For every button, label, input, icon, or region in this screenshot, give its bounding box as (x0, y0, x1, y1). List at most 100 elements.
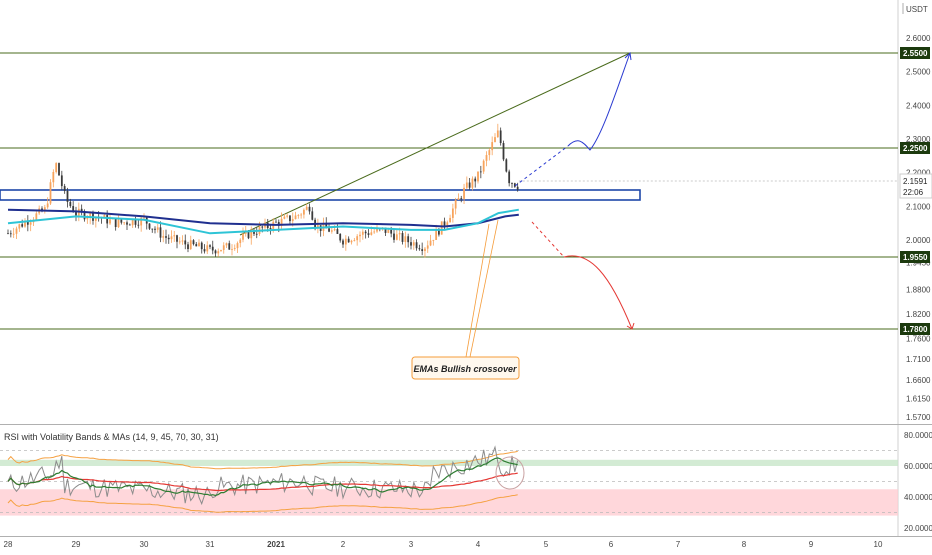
candle-body (200, 242, 203, 250)
candle-body (18, 224, 21, 229)
candle-body (192, 240, 195, 245)
candle-body (206, 245, 209, 252)
candle-body (421, 249, 424, 251)
rsi-upper-zone (0, 459, 898, 466)
candle-body (140, 217, 143, 226)
candle-body (316, 225, 319, 228)
time-tick-label: 10 (874, 540, 883, 549)
candle-body (446, 222, 449, 226)
candle-body (86, 217, 89, 220)
level-badge-text: 1.7800 (903, 325, 928, 334)
candle-body (384, 227, 387, 233)
candle-body (404, 236, 407, 242)
candle-body (255, 233, 258, 235)
level-badge (900, 47, 930, 59)
candle-body (516, 186, 519, 190)
candle-body (211, 246, 214, 251)
candle-body (209, 245, 211, 247)
rsi-pane[interactable]: 80.0000 60.0000 40.0000 20.0000 RSI with Vo… (0, 425, 932, 536)
candle-body (89, 213, 92, 218)
rsi-chart-svg[interactable]: 80.0000 60.0000 40.0000 20.0000 (0, 425, 932, 536)
candle-body (83, 211, 86, 220)
candle-body (347, 238, 350, 243)
candle-body (418, 248, 421, 250)
candle-body (167, 237, 170, 240)
candle-body (513, 183, 516, 187)
candle-body (247, 231, 250, 239)
candle-body (233, 248, 236, 250)
candle-body (499, 130, 502, 144)
projection-down-arrowhead (626, 322, 635, 330)
rsi-upper-band (7, 450, 518, 470)
candle-body (231, 249, 233, 250)
candle-body (159, 227, 162, 238)
annotation-pointer-left (465, 223, 490, 358)
time-axis-background (0, 536, 932, 550)
candle-body (21, 224, 24, 227)
candle-body (170, 236, 173, 240)
time-tick-label: 6 (609, 540, 614, 549)
currency-label: USDT (906, 5, 928, 14)
candle-body (80, 208, 83, 212)
candle-body (131, 219, 134, 226)
candle-body (443, 221, 446, 226)
ema-slow-line (7, 208, 519, 228)
candle-body (195, 244, 198, 247)
annotation-text: EMAs Bullish crossover (413, 364, 517, 374)
candle-body (407, 236, 410, 243)
candle-body (275, 221, 277, 223)
candle-body (148, 223, 151, 229)
rsi-lower-zone (0, 489, 898, 516)
candle-body (325, 223, 328, 229)
price-tick-label: 1.7600 (906, 335, 931, 344)
support-resistance-zone (0, 189, 641, 201)
price-tick-label: 1.6600 (906, 376, 931, 385)
rsi-lower-band (7, 494, 518, 513)
rsi-tick-label: 40.0000 (904, 493, 932, 502)
candle-body (468, 182, 471, 188)
candle-body (350, 240, 353, 243)
candle-body (24, 221, 26, 227)
time-tick-label: 7 (676, 540, 681, 549)
candle-body (253, 230, 255, 234)
candle-body (286, 215, 289, 217)
current-price-text: 2.1591 (903, 177, 928, 186)
candle-body (269, 227, 272, 230)
candle-body (491, 142, 494, 151)
candle-body (488, 150, 491, 156)
candle-body (280, 218, 283, 226)
price-background (0, 0, 932, 425)
candle-body (353, 240, 356, 241)
candle-body (454, 199, 457, 209)
time-axis-svg[interactable]: 28 29 30 31 2021 2 3 4 5 6 7 8 9 10 (0, 536, 932, 550)
candle-body (63, 186, 66, 191)
candle-body (359, 234, 361, 237)
price-pane[interactable]: 2.6000 2.5000 2.4000 2.3000 2.2000 2.1000 2.00… (0, 0, 932, 425)
level-badge-text: 2.2500 (903, 144, 928, 153)
price-tick-label: 2.4000 (906, 101, 931, 110)
candle-body (178, 241, 181, 243)
time-tick-label: 29 (72, 540, 81, 549)
candle-body (291, 219, 294, 222)
candle-body (429, 240, 432, 246)
candle-body (410, 242, 412, 246)
candle-body (311, 211, 314, 220)
time-tick-label: 30 (140, 540, 149, 549)
price-chart-svg[interactable]: 2.6000 2.5000 2.4000 2.3000 2.2000 2.1000 2.00… (0, 0, 932, 425)
time-axis[interactable]: 28 29 30 31 2021 2 3 4 5 6 7 8 9 10 (0, 536, 932, 550)
candle-body (373, 231, 376, 233)
candle-body (398, 233, 401, 235)
time-tick-label: 8 (742, 540, 747, 549)
candle-body (300, 214, 303, 216)
candle-body (198, 242, 200, 247)
candle-body (9, 233, 12, 235)
candle-body (283, 216, 286, 219)
candle-body (485, 155, 488, 161)
candle-body (15, 228, 18, 234)
countdown-text: 22:06 (903, 188, 924, 197)
candle-body (117, 219, 120, 228)
candle-body (328, 228, 330, 232)
ema-fast-line (7, 208, 519, 235)
candle-body (479, 171, 482, 173)
